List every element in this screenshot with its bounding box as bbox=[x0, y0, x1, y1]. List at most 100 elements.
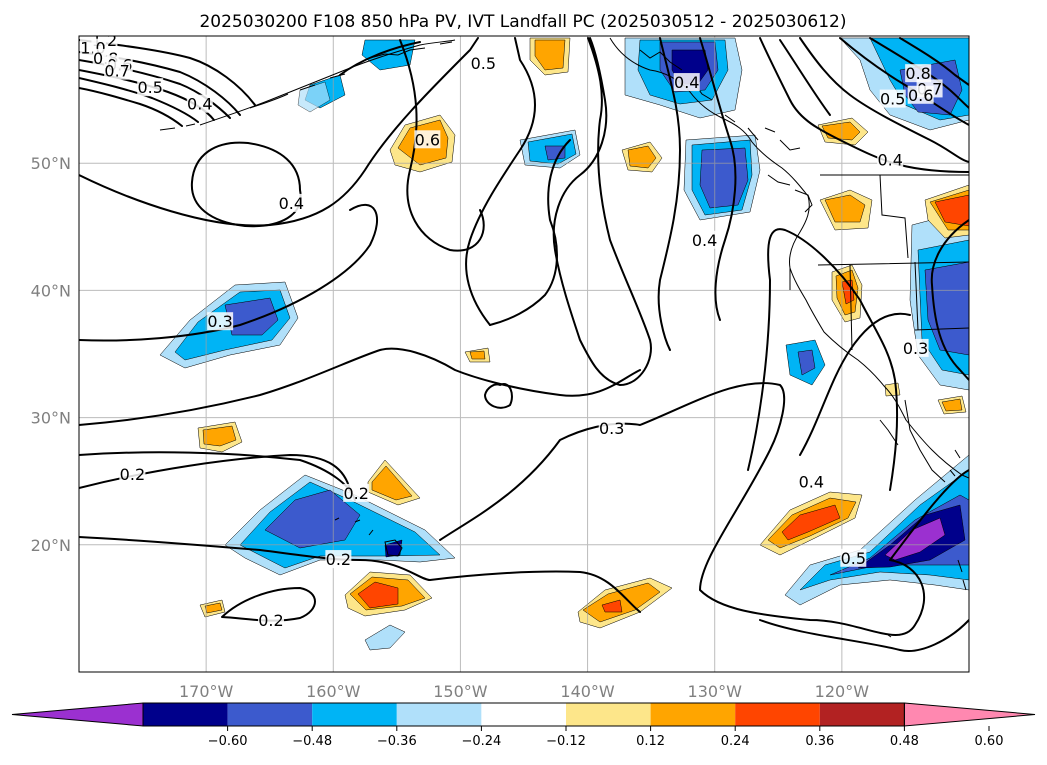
map-title: 2025030200 F108 850 hPa PV, IVT Landfall… bbox=[199, 12, 846, 32]
shading-region bbox=[924, 261, 969, 356]
lon-tick-label: 150°W bbox=[433, 682, 488, 701]
contour-label-bg bbox=[207, 312, 234, 331]
colorbar-segment bbox=[396, 703, 482, 726]
contour-label-bg bbox=[137, 78, 164, 97]
contour-label-bg bbox=[119, 464, 146, 483]
contour-label: 0.4 bbox=[692, 231, 717, 250]
contour-label-bg bbox=[907, 85, 934, 104]
colorbar-tick-label: 0.48 bbox=[890, 734, 919, 749]
lon-tick-label: 140°W bbox=[560, 682, 615, 701]
lon-tick-label: 120°W bbox=[815, 682, 870, 701]
colorbar-tick-label: −0.60 bbox=[208, 734, 248, 749]
colorbar-tick-label: −0.36 bbox=[377, 734, 417, 749]
shading-region bbox=[361, 39, 416, 71]
contour-label: 0.8 bbox=[905, 64, 930, 83]
contour-label: 0.4 bbox=[279, 194, 304, 213]
colorbar-tick-label: −0.12 bbox=[546, 734, 586, 749]
lat-tick-label: 20°N bbox=[31, 536, 71, 555]
map-frame bbox=[78, 35, 970, 673]
colorbar-segment bbox=[819, 703, 905, 726]
contour-label: 0.4 bbox=[799, 472, 824, 491]
contour-label-bg bbox=[840, 548, 867, 567]
contour-label: 0.2 bbox=[120, 465, 145, 484]
colorbar-segment bbox=[735, 703, 820, 726]
colorbar-tick-label: 0.60 bbox=[975, 734, 1004, 749]
colorbar-segment bbox=[143, 703, 228, 726]
contour-label-bg bbox=[343, 483, 370, 502]
contour-label: 0.4 bbox=[877, 151, 902, 170]
colorbar: −0.60 −0.48 −0.36 −0.24 −0.12 0.12 0.24 0.36 0.4… bbox=[11, 702, 1036, 749]
colorbar-segment bbox=[227, 703, 313, 726]
contour-label: 0.2 bbox=[343, 484, 368, 503]
pv-contour-lines bbox=[79, 37, 969, 652]
shading-region bbox=[941, 398, 963, 412]
colorbar-tick-label: 0.36 bbox=[805, 734, 834, 749]
lat-tick-label: 40°N bbox=[31, 281, 71, 300]
shading-region bbox=[264, 489, 361, 549]
lon-tick-label: 160°W bbox=[306, 682, 361, 701]
shading-region bbox=[824, 194, 866, 223]
pv-anomaly-shading bbox=[159, 37, 969, 651]
contour-label: 0.3 bbox=[599, 419, 624, 438]
coastlines bbox=[159, 37, 969, 638]
colorbar-extend-high bbox=[903, 702, 1036, 727]
contour-label-bg bbox=[257, 611, 284, 630]
contour-label-bg bbox=[798, 472, 825, 491]
contour-label-bg bbox=[879, 89, 906, 108]
colorbar-segment bbox=[650, 703, 736, 726]
shading-region bbox=[202, 425, 237, 447]
contour-label: 0.5 bbox=[137, 78, 162, 97]
contour-label-bg bbox=[902, 338, 929, 357]
contour-label-bg bbox=[186, 94, 213, 113]
colorbar-outline bbox=[142, 702, 905, 727]
colorbar-tick-label: −0.24 bbox=[461, 734, 501, 749]
contour-labels: 1.21.00.80.60.70.50.40.50.60.40.80.70.60… bbox=[79, 36, 943, 630]
shading-region bbox=[357, 581, 399, 609]
contour-label-bg bbox=[598, 419, 625, 438]
contour-label-bg bbox=[877, 150, 904, 169]
colorbar-tick-label: 0.24 bbox=[721, 734, 750, 749]
lon-tick-label: 130°W bbox=[688, 682, 743, 701]
colorbar-tick-label: −0.48 bbox=[292, 734, 332, 749]
shading-region bbox=[601, 599, 623, 613]
contour-label: 0.7 bbox=[104, 62, 129, 81]
contour-label-bg bbox=[278, 193, 305, 212]
shading-region bbox=[934, 194, 969, 227]
map-gridlines bbox=[79, 36, 969, 672]
shading-region bbox=[371, 465, 413, 501]
lon-tick-label: 170°W bbox=[179, 682, 234, 701]
contour-label: 0.4 bbox=[187, 95, 212, 114]
contour-label-bg bbox=[673, 73, 700, 92]
contour-label-bg bbox=[104, 61, 131, 80]
contour-label: 0.4 bbox=[674, 73, 699, 92]
shading-region bbox=[469, 350, 486, 360]
colorbar-extend-low bbox=[11, 702, 144, 727]
colorbar-segment bbox=[566, 703, 651, 726]
lat-tick-label: 30°N bbox=[31, 409, 71, 428]
axis-tick-labels: 170°W 160°W 150°W 140°W 130°W 120°W 20°N 30°N 40… bbox=[31, 154, 870, 701]
contour-label-bg bbox=[470, 53, 497, 72]
shading-region bbox=[797, 349, 816, 376]
shading-region bbox=[534, 39, 566, 71]
contour-label: 0.5 bbox=[471, 54, 496, 73]
shading-region bbox=[544, 145, 566, 161]
contour-label: 0.5 bbox=[880, 90, 905, 109]
contour-label: 0.2 bbox=[326, 550, 351, 569]
colorbar-segment bbox=[481, 703, 566, 726]
shading-region bbox=[582, 582, 661, 623]
contour-label: 0.6 bbox=[908, 86, 933, 105]
shading-region bbox=[781, 504, 841, 541]
shading-region bbox=[297, 81, 331, 113]
contour-label: 0.6 bbox=[415, 130, 440, 149]
contour-label: 0.3 bbox=[903, 339, 928, 358]
lat-tick-label: 50°N bbox=[31, 154, 71, 173]
colorbar-segment bbox=[312, 703, 397, 726]
contour-label-bg bbox=[325, 550, 352, 569]
contour-label: 0.2 bbox=[258, 611, 283, 630]
contour-label-bg bbox=[414, 130, 441, 149]
colorbar-tick-label: 0.12 bbox=[636, 734, 665, 749]
contour-label: 0.5 bbox=[841, 549, 866, 568]
contour-label-bg bbox=[691, 230, 718, 249]
shading-region bbox=[364, 624, 406, 651]
